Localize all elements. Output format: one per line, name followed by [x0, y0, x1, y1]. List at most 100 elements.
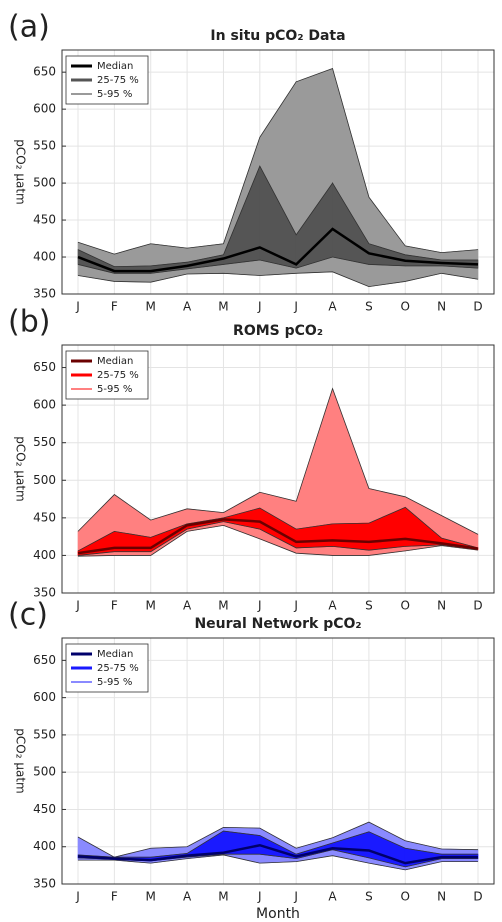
- plot-frame: [61, 344, 495, 594]
- y-tick-label: 500: [33, 473, 56, 487]
- x-tick-label: A: [183, 890, 192, 904]
- legend-label: Median: [97, 649, 133, 660]
- y-tick-label: 600: [33, 102, 56, 116]
- x-tick-label: S: [365, 300, 373, 314]
- band-edge: [77, 165, 478, 268]
- x-tick-label: A: [328, 890, 337, 904]
- x-tick-label: J: [75, 890, 80, 904]
- x-tick-label: J: [257, 890, 262, 904]
- y-tick-label: 650: [33, 653, 56, 667]
- legend-label: Median: [97, 61, 133, 72]
- x-tick-label: O: [401, 300, 410, 314]
- legend-label: 5-95 %: [97, 677, 132, 688]
- chart-title: ROMS pCO₂: [233, 323, 323, 339]
- median-line: [77, 843, 478, 865]
- plot-frame: [61, 637, 495, 885]
- y-tick-label: 350: [33, 586, 56, 600]
- y-tick-label: 550: [33, 727, 56, 741]
- x-tick-label: M: [146, 599, 156, 613]
- x-tick-label: M: [146, 890, 156, 904]
- chart-title: In situ pCO₂ Data: [210, 28, 345, 44]
- x-tick-label: O: [401, 890, 410, 904]
- band-edge: [77, 67, 479, 255]
- y-tick-label: 650: [33, 65, 56, 79]
- legend-label: Median: [97, 356, 133, 367]
- y-tick-label: 450: [33, 510, 56, 524]
- x-tick-label: J: [257, 599, 262, 613]
- x-tick-label: A: [183, 300, 192, 314]
- y-tick-label: 450: [33, 802, 56, 816]
- y-tick-label: 550: [33, 435, 56, 449]
- median-line: [77, 227, 479, 273]
- y-axis-label: pCO₂ μatm: [14, 728, 28, 793]
- y-tick-label: 500: [33, 765, 56, 779]
- legend-label: 25-75 %: [97, 75, 139, 86]
- x-tick-label: J: [75, 300, 80, 314]
- x-tick-label: N: [437, 599, 446, 613]
- median-line: [77, 518, 479, 555]
- x-tick-label: J: [75, 599, 80, 613]
- band-edge: [77, 830, 478, 858]
- band-edge: [77, 524, 479, 557]
- x-tick-label: M: [146, 300, 156, 314]
- x-tick-label: M: [218, 890, 228, 904]
- x-tick-label: M: [218, 300, 228, 314]
- x-tick-label: F: [111, 300, 118, 314]
- legend-label: 25-75 %: [97, 370, 139, 381]
- x-tick-label: J: [293, 599, 298, 613]
- band-segment: [368, 196, 406, 287]
- y-tick-label: 400: [33, 250, 56, 264]
- panel: (c) Neural Network pCO₂ pCO₂ μatm Month 350 4…: [8, 598, 495, 922]
- y-axis-label: pCO₂ μatm: [14, 139, 28, 204]
- y-tick-label: 500: [33, 176, 56, 190]
- band-segment: [332, 522, 370, 551]
- x-axis-label: Month: [256, 906, 300, 922]
- plot-frame: [61, 49, 495, 295]
- x-tick-label: A: [328, 599, 337, 613]
- x-tick-label: M: [218, 599, 228, 613]
- y-tick-label: 650: [33, 360, 56, 374]
- band-edge: [77, 821, 479, 858]
- x-tick-label: J: [257, 300, 262, 314]
- x-tick-label: N: [437, 300, 446, 314]
- panel: (a) In situ pCO₂ Data pCO₂ μatm 350 400 450 50…: [8, 10, 495, 314]
- panel-label: (b): [8, 305, 50, 340]
- x-tick-label: F: [111, 890, 118, 904]
- x-tick-label: D: [473, 300, 482, 314]
- panel: (b) ROMS pCO₂ pCO₂ μatm 350 400 450 500 550 600 6…: [8, 305, 495, 613]
- y-tick-label: 600: [33, 398, 56, 412]
- band-edge: [77, 271, 479, 288]
- panel-label: (a): [8, 10, 50, 45]
- band-edge: [77, 387, 479, 535]
- y-tick-label: 550: [33, 139, 56, 153]
- x-tick-label: S: [365, 599, 373, 613]
- x-tick-label: N: [437, 890, 446, 904]
- band-edge: [78, 854, 478, 871]
- x-tick-label: A: [183, 599, 192, 613]
- panel-label: (c): [8, 598, 48, 633]
- y-tick-label: 350: [33, 287, 56, 301]
- y-tick-label: 600: [33, 690, 56, 704]
- legend-label: 25-75 %: [97, 663, 139, 674]
- y-tick-label: 450: [33, 213, 56, 227]
- y-axis-label: pCO₂ μatm: [14, 436, 28, 501]
- band-edge: [77, 506, 479, 552]
- x-tick-label: F: [111, 599, 118, 613]
- x-tick-label: A: [328, 300, 337, 314]
- x-tick-label: J: [293, 890, 298, 904]
- band-edge: [77, 521, 479, 556]
- x-tick-label: D: [473, 599, 482, 613]
- chart-title: Neural Network pCO₂: [194, 616, 361, 632]
- x-tick-label: J: [293, 300, 298, 314]
- x-tick-label: D: [473, 890, 482, 904]
- x-tick-label: S: [365, 890, 373, 904]
- y-tick-label: 350: [33, 877, 56, 891]
- y-tick-label: 400: [33, 839, 56, 853]
- band-segment: [114, 243, 152, 283]
- legend-label: 5-95 %: [97, 89, 132, 100]
- band-edge: [77, 256, 479, 274]
- legend-label: 5-95 %: [97, 384, 132, 395]
- y-tick-label: 400: [33, 548, 56, 562]
- x-tick-label: O: [401, 599, 410, 613]
